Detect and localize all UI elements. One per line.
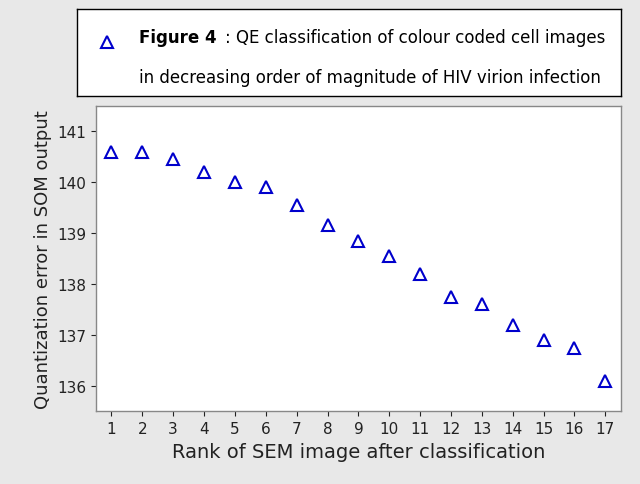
Text: in decreasing order of magnitude of HIV virion infection: in decreasing order of magnitude of HIV … (140, 69, 601, 87)
Text: : QE classification of colour coded cell images: : QE classification of colour coded cell… (225, 29, 605, 46)
Text: Figure 4: Figure 4 (140, 29, 217, 46)
Y-axis label: Quantization error in SOM output: Quantization error in SOM output (33, 110, 52, 408)
X-axis label: Rank of SEM image after classification: Rank of SEM image after classification (172, 441, 545, 461)
